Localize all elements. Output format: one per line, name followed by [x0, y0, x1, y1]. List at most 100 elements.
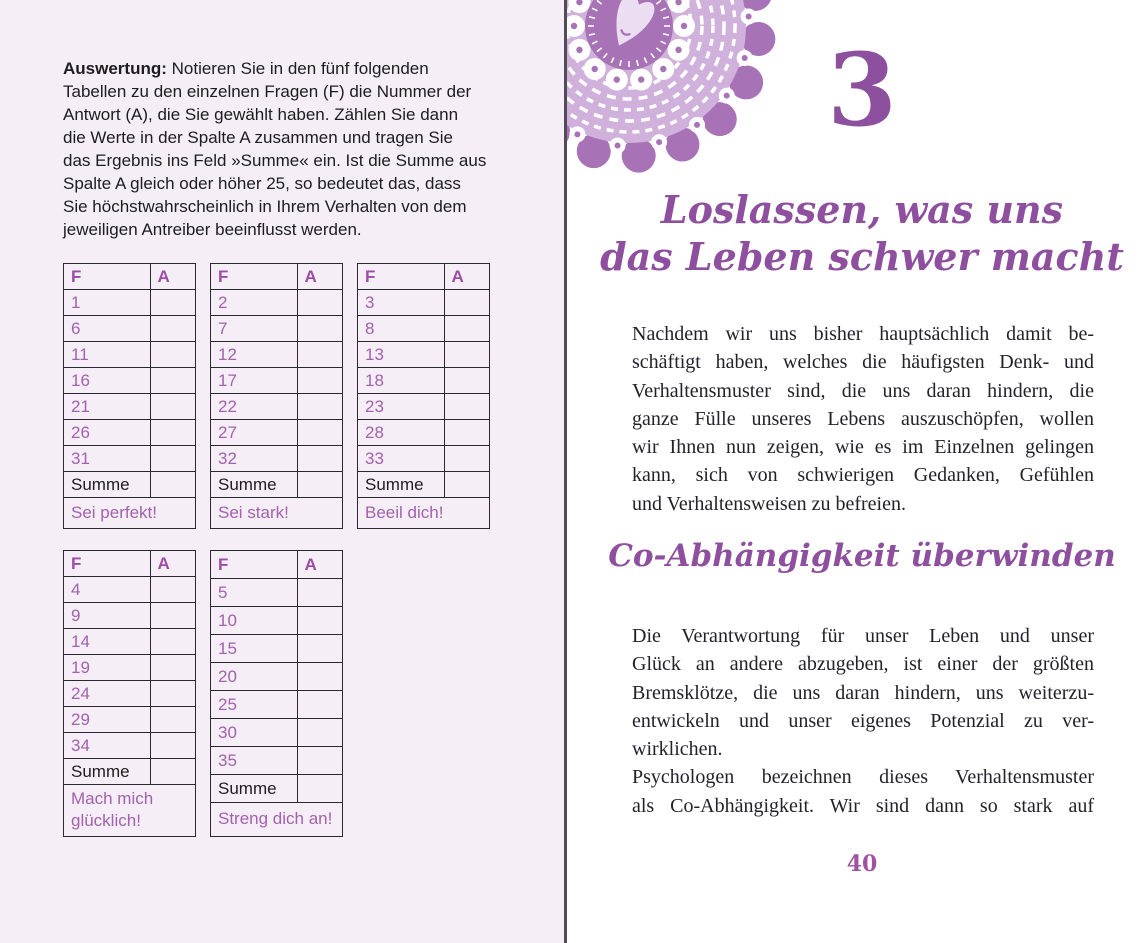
answer-cell — [296, 578, 344, 608]
chapter-number: 3 — [827, 31, 897, 149]
left-page: Auswertung: Notieren Sie in den fünf fol… — [0, 0, 564, 943]
mandala-heart — [616, 0, 655, 46]
score-table-sei-perfekt: F A 1 6 11 16 21 26 31 Summe Sei perfekt! — [63, 263, 197, 529]
text-line: als Co-Abhängigkeit. Wir sind dann so st… — [632, 794, 1094, 817]
mandala-rings — [567, 0, 776, 173]
table-row: 2 — [210, 289, 344, 316]
table-row: 32 — [210, 445, 344, 472]
motto-cell: Mach mich glücklich! — [63, 784, 196, 837]
question-number-cell: 27 — [210, 419, 298, 446]
motto-row: Sei perfekt! — [63, 497, 196, 529]
score-tables-row-1: F A 1 6 11 16 21 26 31 Summe Sei perfekt! F A 2 7 12 17… — [63, 263, 491, 529]
text-line: Antwort (A), die Sie gewählt haben. Zähl… — [63, 105, 459, 124]
table-row: 15 — [210, 634, 344, 664]
question-number-cell: 11 — [63, 341, 151, 368]
table-row: 10 — [210, 606, 344, 636]
sum-label-cell: Summe — [63, 758, 151, 785]
question-number-cell: 22 — [210, 393, 298, 420]
column-header-a: A — [149, 550, 197, 577]
answer-cell — [149, 419, 197, 446]
table-row: 27 — [210, 419, 344, 446]
answer-cell — [296, 341, 344, 368]
question-number-cell: 32 — [210, 445, 298, 472]
question-number-cell: 9 — [63, 602, 151, 629]
sum-value-cell — [296, 471, 344, 498]
table-row: 8 — [357, 315, 491, 342]
sum-value-cell — [149, 758, 197, 785]
intro-paragraph: Nachdem wir uns bisher hauptsächlich dam… — [632, 320, 1094, 518]
right-page: 3 Loslassen, was uns das Leben schwer ma… — [567, 0, 1140, 943]
answer-cell — [149, 732, 197, 759]
answer-cell — [443, 367, 491, 394]
answer-cell — [149, 576, 197, 603]
answer-cell — [296, 746, 344, 776]
score-table-beeil-dich: F A 3 8 13 18 23 28 33 Summe Beeil dich! — [357, 263, 491, 529]
text-line: die Werte in der Spalte A zusammen und t… — [63, 128, 453, 147]
answer-cell — [149, 680, 197, 707]
motto-row: Sei stark! — [210, 497, 343, 529]
table-row: 21 — [63, 393, 197, 420]
question-number-cell: 28 — [357, 419, 445, 446]
question-number-cell: 5 — [210, 578, 298, 608]
column-header-a: A — [296, 263, 344, 290]
score-table-sei-stark: F A 2 7 12 17 22 27 32 Summe Sei stark! — [210, 263, 344, 529]
answer-cell — [149, 315, 197, 342]
table-row: 35 — [210, 746, 344, 776]
question-number-cell: 4 — [63, 576, 151, 603]
answer-cell — [149, 628, 197, 655]
table-row: 6 — [63, 315, 197, 342]
question-number-cell: 30 — [210, 718, 298, 748]
answer-cell — [149, 602, 197, 629]
section-heading: Co-Abhängigkeit überwinden — [608, 538, 1116, 574]
answer-cell — [296, 419, 344, 446]
sum-label-cell: Summe — [210, 471, 298, 498]
text-line: Tabellen zu den einzelnen Fragen (F) die… — [63, 82, 472, 101]
answer-cell — [149, 289, 197, 316]
table-row: 25 — [210, 690, 344, 720]
column-header-a: A — [443, 263, 491, 290]
answer-cell — [296, 606, 344, 636]
answer-cell — [296, 289, 344, 316]
text-line: das Ergebnis ins Feld »Summe« ein. Ist d… — [63, 151, 487, 170]
score-table-streng-dich-an: F A 5 10 15 20 25 30 35 Summe Streng dich an! — [210, 549, 344, 837]
text-line: Nachdem wir uns bisher hauptsächlich dam… — [632, 323, 1094, 345]
question-number-cell: 14 — [63, 628, 151, 655]
column-header-f: F — [210, 263, 298, 290]
table-row: 28 — [357, 419, 491, 446]
table-row: 29 — [63, 706, 197, 733]
page-number: 40 — [846, 851, 878, 877]
table-row: 20 — [210, 662, 344, 692]
table-row: 16 — [63, 367, 197, 394]
question-number-cell: 3 — [357, 289, 445, 316]
sum-label-cell: Summe — [63, 471, 151, 498]
question-number-cell: 6 — [63, 315, 151, 342]
question-number-cell: 7 — [210, 315, 298, 342]
column-header-f: F — [63, 550, 151, 577]
answer-cell — [296, 367, 344, 394]
table-row: 14 — [63, 628, 197, 655]
text-line: ganze Fülle unseres Lebens auszuschöpfen… — [632, 407, 1094, 430]
table-row: 13 — [357, 341, 491, 368]
answer-cell — [149, 445, 197, 472]
question-number-cell: 10 — [210, 606, 298, 636]
answer-cell — [443, 419, 491, 446]
sum-row: Summe — [357, 471, 491, 498]
question-number-cell: 15 — [210, 634, 298, 664]
table-row: 9 — [63, 602, 197, 629]
text-line: Auswertung: Notieren Sie in den fünf fol… — [63, 57, 515, 80]
table-row: 22 — [210, 393, 344, 420]
chapter-title-line: das Leben schwer macht — [600, 234, 1124, 279]
chapter-title-line: Loslassen, was uns — [660, 187, 1064, 232]
question-number-cell: 31 — [63, 445, 151, 472]
sum-value-cell — [443, 471, 491, 498]
evaluation-paragraph: Auswertung: Notieren Sie in den fünf fol… — [63, 57, 515, 241]
answer-cell — [443, 289, 491, 316]
text-line: kann, sich von schwierigen Gedanken, Gef… — [632, 464, 1094, 487]
text-line: Bremsklötze, die uns daran hindern, uns … — [632, 681, 1094, 704]
chapter-title: Loslassen, was uns das Leben schwer mach… — [592, 186, 1132, 280]
question-number-cell: 8 — [357, 315, 445, 342]
